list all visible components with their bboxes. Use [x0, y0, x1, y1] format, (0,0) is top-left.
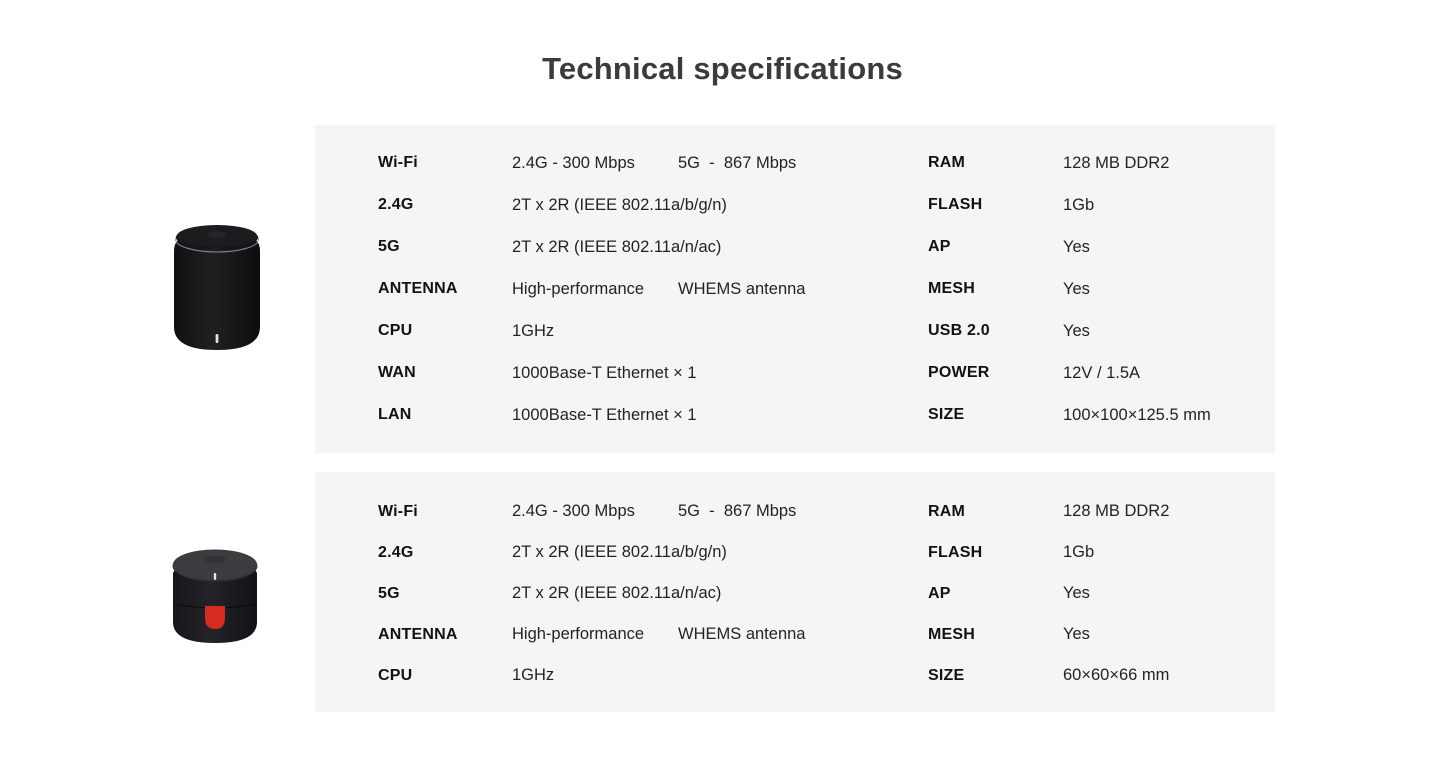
- spec-value: 1GHz: [512, 666, 555, 684]
- spec-value: 2T x 2R (IEEE 802.11a/n/ac): [512, 584, 722, 602]
- spec-label: RAM: [928, 502, 966, 520]
- spec-row-flash: FLASH 1Gb: [928, 184, 1258, 226]
- spec-row-size: SIZE 100×100×125.5 mm: [928, 394, 1258, 436]
- spec-label: CPU: [378, 322, 413, 339]
- spec-row-ram: RAM 128 MB DDR2: [928, 142, 1258, 184]
- spec-value: Yes: [1063, 625, 1090, 643]
- spec-column-left: Wi-Fi 2.4G - 300 Mbps 5G - 867 Mbps 2.4G…: [378, 491, 883, 696]
- spec-value-secondary: WHEMS antenna: [678, 279, 806, 298]
- spec-row-5g: 5G 2T x 2R (IEEE 802.11a/n/ac): [378, 573, 883, 614]
- spec-value: 60×60×66 mm: [1063, 666, 1170, 684]
- spec-label: USB 2.0: [928, 322, 990, 339]
- spec-row-5g: 5G 2T x 2R (IEEE 802.11a/n/ac): [378, 226, 883, 268]
- spec-row-ap: AP Yes: [928, 573, 1258, 614]
- spec-label: ANTENNA: [378, 280, 458, 297]
- spec-value: Yes: [1063, 584, 1090, 602]
- spec-label: FLASH: [928, 543, 983, 561]
- spec-label: RAM: [928, 154, 966, 171]
- spec-value: 128 MB DDR2: [1063, 153, 1170, 172]
- spec-label: 2.4G: [378, 543, 414, 561]
- spec-row-mesh: MESH Yes: [928, 268, 1258, 310]
- spec-row-lan: LAN 1000Base-T Ethernet × 1: [378, 394, 883, 436]
- spec-column-right: RAM 128 MB DDR2 FLASH 1Gb AP Yes MESH Ye…: [928, 142, 1258, 436]
- spec-panel-router-short: Wi-Fi 2.4G - 300 Mbps 5G - 867 Mbps 2.4G…: [315, 472, 1275, 712]
- spec-value: 1Gb: [1063, 543, 1095, 561]
- spec-row-wifi: Wi-Fi 2.4G - 300 Mbps 5G - 867 Mbps: [378, 142, 883, 184]
- spec-value-secondary: WHEMS antenna: [678, 625, 806, 643]
- spec-row-antenna: ANTENNA High-performance WHEMS antenna: [378, 614, 883, 655]
- spec-row-usb: USB 2.0 Yes: [928, 310, 1258, 352]
- router-short-cylinder-illustration: [172, 549, 258, 643]
- spec-value: 1000Base-T Ethernet × 1: [512, 363, 697, 382]
- spec-row-flash: FLASH 1Gb: [928, 532, 1258, 573]
- spec-value: 2T x 2R (IEEE 802.11a/b/g/n): [512, 543, 727, 561]
- spec-row-wan: WAN 1000Base-T Ethernet × 1: [378, 352, 883, 394]
- spec-value: 12V / 1.5A: [1063, 363, 1141, 382]
- spec-row-wifi: Wi-Fi 2.4G - 300 Mbps 5G - 867 Mbps: [378, 491, 883, 532]
- spec-label: POWER: [928, 364, 990, 381]
- spec-column-left: Wi-Fi 2.4G - 300 Mbps 5G - 867 Mbps 2.4G…: [378, 142, 883, 436]
- spec-row-2g: 2.4G 2T x 2R (IEEE 802.11a/b/g/n): [378, 532, 883, 573]
- spec-row-power: POWER 12V / 1.5A: [928, 352, 1258, 394]
- spec-row-mesh: MESH Yes: [928, 614, 1258, 655]
- spec-value: High-performance: [512, 279, 645, 298]
- spec-value: 2T x 2R (IEEE 802.11a/b/g/n): [512, 195, 727, 214]
- spec-label: AP: [928, 238, 951, 255]
- spec-value: 128 MB DDR2: [1063, 502, 1170, 520]
- spec-label: Wi-Fi: [378, 502, 418, 520]
- spec-value-secondary: 5G - 867 Mbps: [678, 502, 797, 520]
- spec-label: WAN: [378, 364, 416, 381]
- product-image-router-short-cylinder: [167, 544, 263, 653]
- spec-label: 2.4G: [378, 196, 414, 213]
- spec-value: Yes: [1063, 237, 1090, 256]
- spec-label: SIZE: [928, 406, 965, 423]
- page-title: Technical specifications: [542, 51, 903, 86]
- spec-value: 1GHz: [512, 321, 555, 340]
- spec-row-antenna: ANTENNA High-performance WHEMS antenna: [378, 268, 883, 310]
- product-image-router-tall-cylinder: [171, 221, 263, 364]
- spec-panel-router-tall: Wi-Fi 2.4G - 300 Mbps 5G - 867 Mbps 2.4G…: [315, 125, 1275, 453]
- spec-label: FLASH: [928, 196, 983, 213]
- spec-label: MESH: [928, 280, 976, 297]
- spec-row-2g: 2.4G 2T x 2R (IEEE 802.11a/b/g/n): [378, 184, 883, 226]
- spec-label: AP: [928, 584, 951, 602]
- spec-label: LAN: [378, 406, 412, 423]
- spec-value: 2.4G - 300 Mbps: [512, 502, 635, 520]
- spec-value: Yes: [1063, 279, 1090, 298]
- spec-label: 5G: [378, 238, 400, 255]
- spec-label: ANTENNA: [378, 625, 458, 643]
- spec-row-ram: RAM 128 MB DDR2: [928, 491, 1258, 532]
- spec-value: Yes: [1063, 321, 1090, 340]
- spec-value: 2.4G - 300 Mbps: [512, 153, 635, 172]
- spec-value-secondary: 5G - 867 Mbps: [678, 153, 797, 172]
- spec-value: 100×100×125.5 mm: [1063, 405, 1211, 424]
- spec-value: 2T x 2R (IEEE 802.11a/n/ac): [512, 237, 722, 256]
- spec-label: CPU: [378, 666, 413, 684]
- spec-row-size: SIZE 60×60×66 mm: [928, 655, 1258, 696]
- spec-value: High-performance: [512, 625, 645, 643]
- spec-row-cpu: CPU 1GHz: [378, 655, 883, 696]
- spec-column-right: RAM 128 MB DDR2 FLASH 1Gb AP Yes MESH Ye…: [928, 491, 1258, 696]
- spec-row-ap: AP Yes: [928, 226, 1258, 268]
- spec-label: MESH: [928, 625, 976, 643]
- spec-value: 1000Base-T Ethernet × 1: [512, 405, 697, 424]
- spec-label: Wi-Fi: [378, 154, 418, 171]
- spec-label: SIZE: [928, 666, 965, 684]
- router-tall-cylinder-illustration: [174, 225, 260, 350]
- spec-value: 1Gb: [1063, 195, 1095, 214]
- spec-row-cpu: CPU 1GHz: [378, 310, 883, 352]
- spec-label: 5G: [378, 584, 400, 602]
